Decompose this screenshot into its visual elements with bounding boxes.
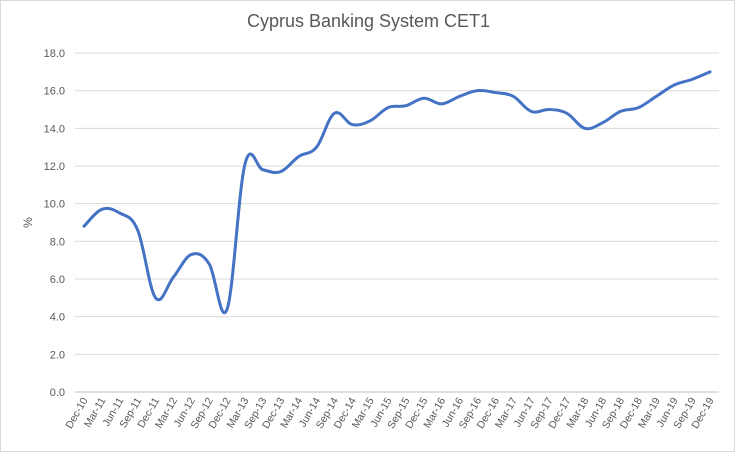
data-point <box>386 106 390 110</box>
data-point <box>511 94 515 98</box>
series-line <box>82 70 712 314</box>
data-point <box>243 162 247 166</box>
data-point <box>82 224 86 228</box>
data-point <box>422 96 426 100</box>
data-point <box>708 70 712 74</box>
data-point <box>261 168 265 172</box>
data-point <box>654 94 658 98</box>
data-point <box>368 119 372 123</box>
data-point <box>458 94 462 98</box>
y-tick-label: 12.0 <box>44 161 65 173</box>
y-tick-label: 14.0 <box>44 123 65 135</box>
data-point <box>332 111 336 115</box>
y-tick-label: 0.0 <box>50 387 65 399</box>
data-point <box>136 228 140 232</box>
y-tick-label: 2.0 <box>50 349 65 361</box>
data-point <box>583 126 587 130</box>
data-point <box>493 91 497 95</box>
data-point <box>690 77 694 81</box>
data-point <box>207 262 211 266</box>
series-layer <box>82 70 712 314</box>
data-point <box>154 296 158 300</box>
gridlines <box>75 52 719 393</box>
y-tick-label: 18.0 <box>44 48 65 60</box>
data-point <box>100 207 104 211</box>
y-tick-label: 16.0 <box>44 86 65 98</box>
y-tick-label: 6.0 <box>50 274 65 286</box>
y-axis-label: % <box>21 217 35 228</box>
data-point <box>529 109 533 113</box>
data-point <box>315 145 319 149</box>
y-tick-label: 4.0 <box>50 312 65 324</box>
data-point <box>475 89 479 93</box>
data-point <box>297 155 301 159</box>
data-point <box>601 121 605 125</box>
data-point <box>189 253 193 257</box>
chart-title: Cyprus Banking System CET1 <box>246 11 491 31</box>
data-point <box>672 83 676 87</box>
data-point <box>619 109 623 113</box>
data-point <box>636 106 640 110</box>
data-point <box>350 123 354 127</box>
data-point <box>547 108 551 112</box>
y-axis-ticks: 0.0 2.0 4.0 6.0 8.0 10.0 12.0 14.0 16.0 18.0 <box>44 48 65 399</box>
data-point <box>118 211 122 215</box>
data-point <box>171 275 175 279</box>
data-point <box>279 170 283 174</box>
y-tick-label: 10.0 <box>44 199 65 211</box>
x-axis-ticks: Dec-10Mar-11Jun-11Sep-11Dec-11Mar-12Jun-… <box>63 395 716 430</box>
data-point <box>225 307 229 311</box>
data-point <box>404 104 408 108</box>
data-point <box>440 102 444 106</box>
y-tick-label: 8.0 <box>50 236 65 248</box>
data-point <box>565 111 569 115</box>
